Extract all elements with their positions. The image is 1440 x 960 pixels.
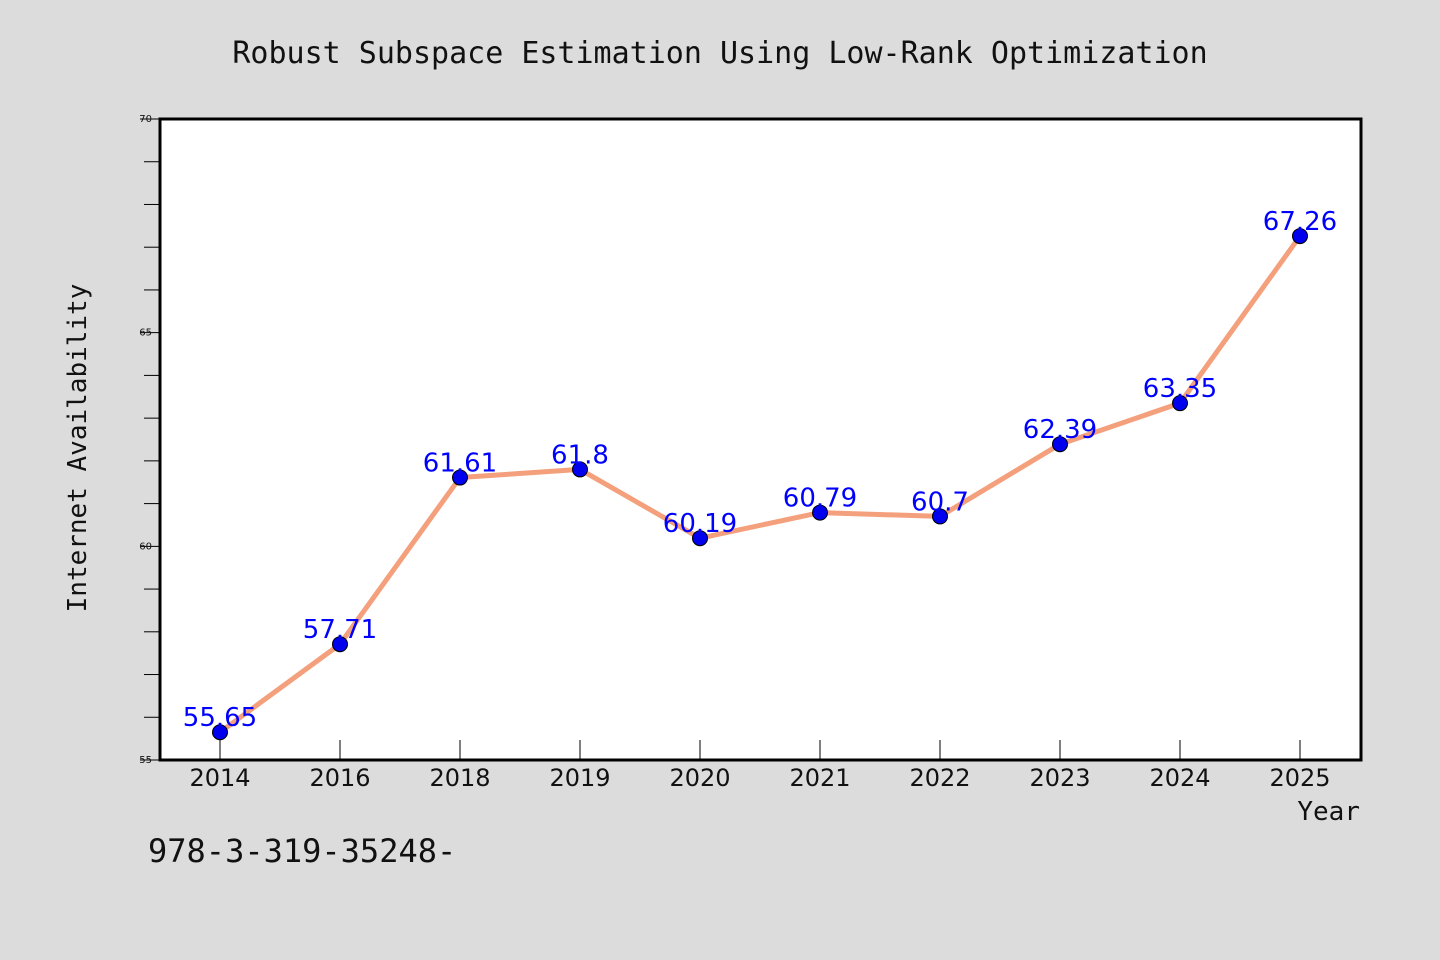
y-tick-label: 70	[139, 114, 152, 125]
data-point	[932, 508, 948, 525]
footer-code: 978-3-319-35248-	[148, 832, 457, 870]
x-tick-label: 2022	[909, 764, 970, 792]
data-point	[1172, 395, 1188, 412]
data-label: 61.8	[551, 440, 609, 470]
x-tick-label: 2020	[669, 764, 730, 792]
x-tick-label: 2018	[429, 764, 490, 792]
chart-title: Robust Subspace Estimation Using Low-Ran…	[232, 36, 1207, 71]
data-point	[212, 724, 228, 741]
data-point	[692, 530, 708, 547]
series-line	[218, 234, 1303, 735]
data-point	[1292, 228, 1308, 245]
data-label: 62.39	[1023, 415, 1097, 445]
data-label: 67.26	[1263, 207, 1337, 237]
data-label: 63.35	[1143, 374, 1217, 404]
data-label: 60.79	[783, 484, 857, 514]
y-tick-label: 65	[139, 328, 152, 339]
data-label: 55.65	[183, 703, 257, 733]
x-tick-label: 2019	[549, 764, 610, 792]
data-markers	[212, 228, 1308, 741]
data-labels: 55.65 57.71 61.61 61.8 60.19 60.79 60.7 62.39 63…	[183, 207, 1337, 733]
data-point	[812, 504, 828, 521]
data-point	[332, 636, 348, 653]
x-tick-label: 2016	[309, 764, 370, 792]
x-tick-label: 2021	[789, 764, 850, 792]
data-label: 61.61	[423, 449, 497, 479]
plot-area	[158, 117, 1363, 762]
x-tick-label: 2024	[1149, 764, 1210, 792]
y-tick-label: 55	[139, 755, 152, 766]
data-label: 60.19	[663, 509, 737, 539]
x-tick-label: 2023	[1029, 764, 1090, 792]
data-point	[452, 469, 468, 486]
y-axis-label: Internet Availability	[63, 284, 93, 613]
data-label: 60.7	[911, 487, 969, 517]
y-axis: 55 60 65 70	[139, 114, 160, 766]
data-point	[1052, 436, 1068, 453]
x-axis-label: Year	[1297, 797, 1360, 827]
x-axis: 2014 2016 2018 2019 2020 2021 2022 2023 2024 2025	[189, 740, 1331, 792]
x-tick-label: 2025	[1269, 764, 1330, 792]
data-label: 57.71	[303, 615, 377, 645]
data-point	[572, 461, 588, 478]
x-tick-label: 2014	[189, 764, 250, 792]
y-tick-label: 60	[139, 541, 152, 552]
